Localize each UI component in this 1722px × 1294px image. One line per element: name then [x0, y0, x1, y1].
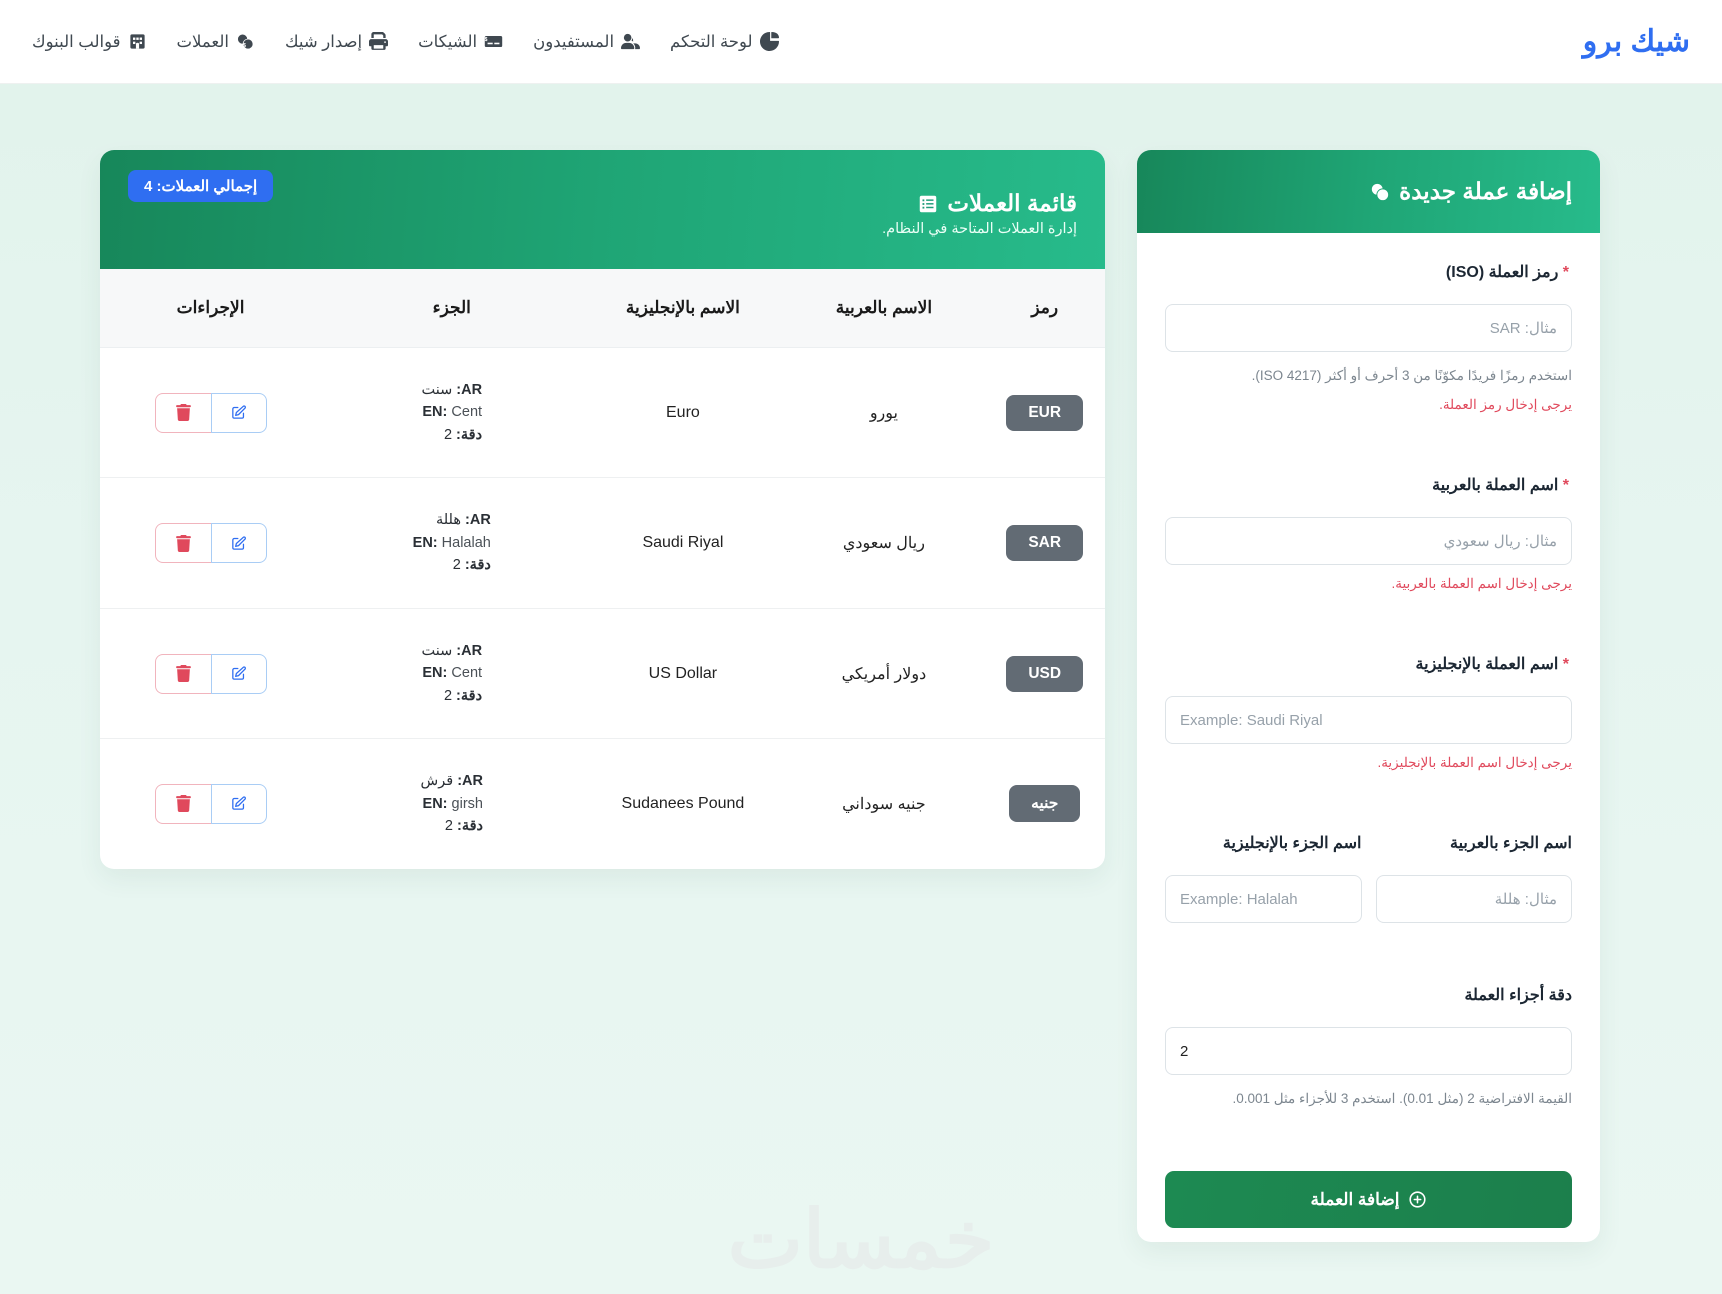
svg-text:$: $	[243, 43, 246, 49]
svg-text:$: $	[485, 37, 488, 43]
